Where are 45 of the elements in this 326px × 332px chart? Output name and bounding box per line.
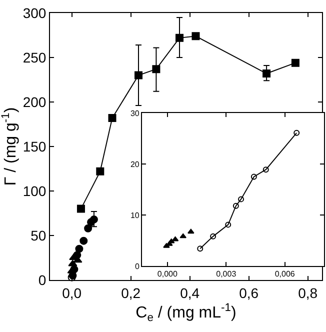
y-tick-label: 20 bbox=[130, 160, 140, 169]
x-tick-label: 0,0 bbox=[62, 284, 82, 301]
point bbox=[225, 222, 232, 228]
y-tick-label: 30 bbox=[130, 108, 140, 118]
y-tick-label: 50 bbox=[30, 227, 46, 244]
point bbox=[262, 166, 269, 173]
point bbox=[188, 228, 194, 234]
y-tick-label: 300 bbox=[22, 4, 46, 21]
y-tick-label: 0 bbox=[134, 262, 140, 271]
point bbox=[291, 58, 300, 67]
y-tick-label: 10 bbox=[130, 210, 140, 220]
point bbox=[80, 236, 88, 245]
y-tick-label: 0 bbox=[38, 272, 46, 288]
x-tick-label: 0,2 bbox=[121, 284, 141, 301]
x-tick-label: 0,6 bbox=[239, 284, 259, 301]
point bbox=[75, 244, 84, 253]
x-tick-label: 0,006 bbox=[274, 270, 296, 279]
y-tick-label: 250 bbox=[22, 49, 46, 66]
point bbox=[238, 196, 244, 202]
point bbox=[210, 233, 216, 240]
point bbox=[176, 34, 184, 42]
point bbox=[180, 233, 186, 238]
point bbox=[84, 224, 92, 232]
point bbox=[152, 65, 160, 74]
x-tick-label: 0,003 bbox=[216, 270, 237, 279]
point bbox=[76, 204, 85, 213]
y-tick-label: 150 bbox=[22, 138, 46, 154]
point bbox=[90, 215, 98, 224]
point bbox=[68, 260, 78, 266]
x-tick-label: 0,000 bbox=[157, 270, 178, 279]
point bbox=[262, 70, 271, 78]
point bbox=[232, 202, 239, 209]
x-axis-title: C$_{e}$ / (mg mL$^{-1}$) bbox=[136, 302, 236, 324]
x-tick-label: 0,8 bbox=[298, 284, 318, 301]
y-tick-label: 200 bbox=[22, 94, 46, 110]
x-tick-label: 0,4 bbox=[180, 284, 200, 301]
point bbox=[192, 32, 200, 40]
point bbox=[197, 246, 204, 252]
point bbox=[294, 130, 300, 136]
point bbox=[108, 114, 116, 122]
y-tick-label: 100 bbox=[22, 182, 46, 199]
point bbox=[250, 174, 257, 180]
point bbox=[134, 71, 142, 80]
point bbox=[172, 236, 179, 242]
point bbox=[96, 167, 104, 176]
